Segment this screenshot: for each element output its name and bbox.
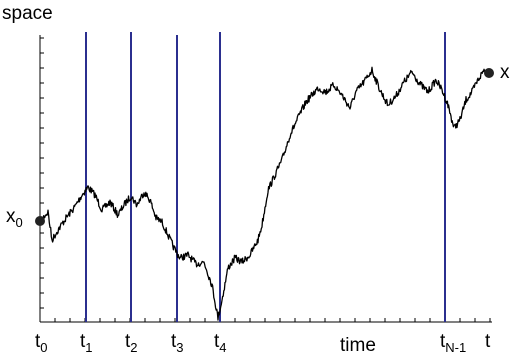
- time-label-t4: t4: [214, 331, 227, 355]
- start-label-base: x: [6, 206, 16, 227]
- y-axis-label: space: [2, 3, 53, 24]
- end-label: x: [500, 62, 510, 83]
- time-label-t0: t0: [35, 331, 48, 355]
- end-point: [484, 68, 494, 78]
- start-point: [35, 216, 45, 226]
- axis-ticks: [39, 37, 491, 322]
- time-label-t: t: [485, 331, 491, 352]
- start-label: x0: [6, 206, 23, 230]
- brownian-path: [39, 66, 490, 321]
- start-label-sub: 0: [16, 215, 23, 230]
- time-label-t1: t1: [80, 331, 93, 355]
- time-label-t2: t2: [125, 331, 138, 355]
- end-label-base: x: [500, 62, 510, 83]
- x-axis-label: time: [340, 335, 376, 355]
- time-label-tN-1: tN-1: [440, 331, 466, 355]
- time-label-t3: t3: [171, 331, 184, 355]
